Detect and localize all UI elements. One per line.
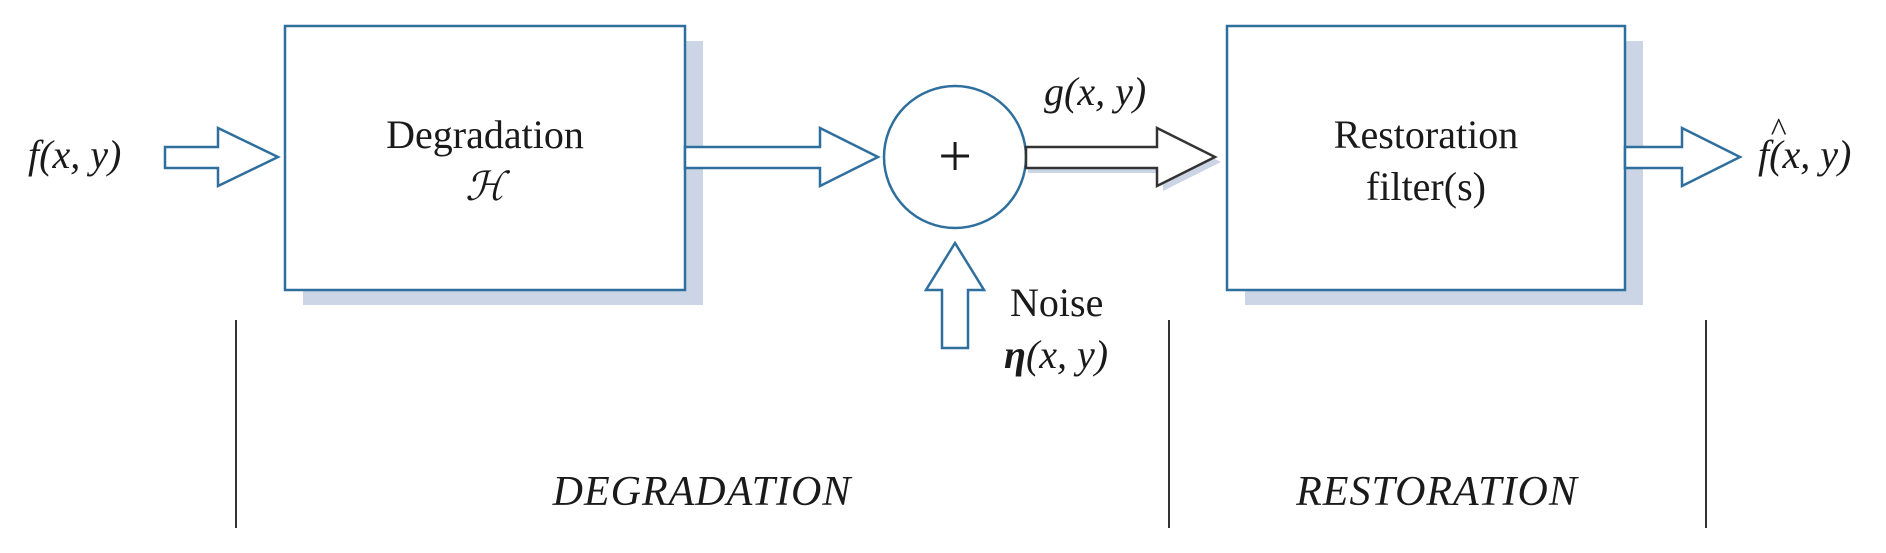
output-label: ^ f(x, y) bbox=[1758, 112, 1851, 177]
section-restoration-label: RESTORATION bbox=[1295, 469, 1579, 515]
input-label: f(x, y) bbox=[28, 132, 121, 177]
degradation-block bbox=[283, 24, 687, 292]
input-args: (x, y) bbox=[39, 132, 121, 177]
sum-to-restoration-arrow bbox=[1024, 125, 1218, 189]
degraded-func: g bbox=[1044, 69, 1064, 114]
degraded-args: (x, y) bbox=[1064, 69, 1146, 114]
degradation-block-label: Degradation bbox=[386, 112, 584, 157]
degraded-signal-label: g(x, y) bbox=[1044, 69, 1146, 114]
restoration-block-line2: filter(s) bbox=[1366, 164, 1486, 209]
noise-function-label: η(x, y) bbox=[1004, 332, 1108, 377]
restoration-block-line1: Restoration bbox=[1334, 112, 1518, 157]
degradation-operator: ℋ bbox=[465, 164, 510, 209]
output-args: (x, y) bbox=[1769, 132, 1851, 177]
noise-label: Noise bbox=[1010, 280, 1103, 325]
degradation-to-sum-arrow bbox=[683, 125, 881, 189]
output-arrow bbox=[1623, 125, 1743, 189]
sum-symbol: + bbox=[938, 123, 972, 189]
svg-text:f(x, y): f(x, y) bbox=[28, 132, 121, 177]
svg-text:f(x, y): f(x, y) bbox=[1758, 132, 1851, 177]
output-hat: ^ bbox=[1770, 112, 1787, 149]
noise-args: (x, y) bbox=[1026, 332, 1108, 377]
noise-arrow bbox=[923, 240, 987, 350]
restoration-block bbox=[1225, 24, 1627, 292]
section-degradation-label: DEGRADATION bbox=[552, 469, 853, 515]
noise-func: η bbox=[1004, 332, 1026, 377]
input-arrow bbox=[163, 126, 281, 188]
